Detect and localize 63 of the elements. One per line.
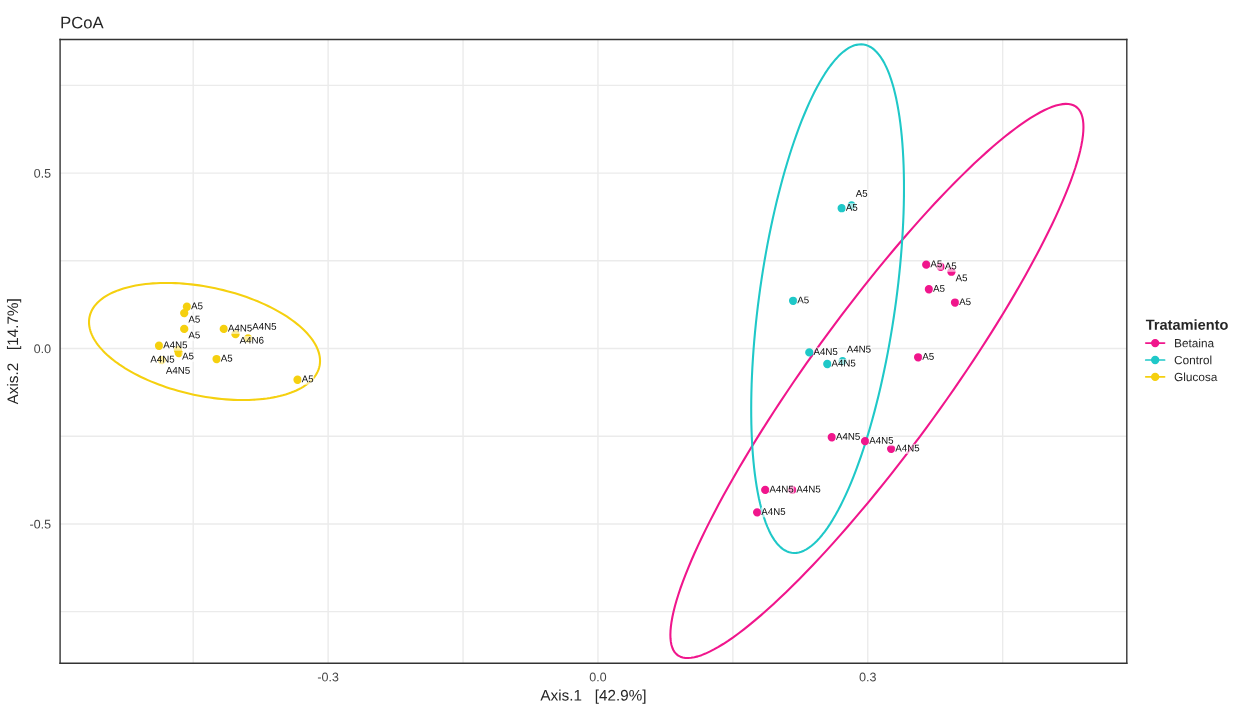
x-tick-label: -0.3 — [317, 672, 339, 682]
data-label: A4N5 — [813, 348, 838, 355]
point — [827, 433, 836, 442]
point — [837, 204, 846, 213]
data-label: A4N5 — [163, 341, 188, 349]
data-label: A5 — [797, 296, 809, 304]
data-label: A5 — [955, 274, 968, 282]
x-axis-title: Axis.1 [42.9%] — [540, 689, 646, 704]
data-label: A4N5 — [252, 323, 277, 330]
data-label: A5 — [301, 375, 314, 383]
data-label: A4N5 — [796, 485, 821, 493]
data-label: A4N6 — [239, 336, 264, 344]
data-label: A4N5 — [761, 508, 786, 515]
x-tick-label: 0.0 — [589, 672, 607, 682]
legend-label: Control — [1174, 355, 1212, 365]
data-label: A5 — [220, 354, 233, 362]
data-label: A5 — [930, 260, 942, 268]
point — [805, 348, 814, 357]
data-label: A4N5 — [846, 345, 871, 353]
y-tick-label: -0.5 — [30, 519, 51, 529]
point — [823, 359, 832, 369]
data-label: A5 — [922, 353, 934, 360]
point — [886, 444, 896, 454]
data-label: A4N5 — [165, 367, 190, 374]
point — [180, 308, 189, 318]
point — [219, 324, 228, 334]
point — [180, 324, 189, 334]
legend-title: Tratamiento — [1145, 319, 1228, 330]
data-label: A5 — [959, 298, 971, 306]
point — [950, 298, 960, 307]
data-label: A5 — [188, 315, 200, 323]
point — [913, 353, 923, 362]
y-axis-title: Axis.2 [14.7%] — [6, 299, 22, 405]
point — [212, 354, 221, 364]
point — [293, 375, 302, 384]
point — [761, 485, 770, 495]
point — [154, 341, 164, 350]
data-label: A4N5 — [227, 324, 252, 332]
point — [924, 285, 934, 294]
data-label: A5 — [855, 190, 868, 197]
data-label: A4N5 — [831, 359, 856, 367]
data-label: A4N5 — [150, 355, 175, 363]
chart-title: PCoA — [61, 16, 104, 29]
data-label: A4N5 — [869, 436, 894, 444]
point — [922, 260, 931, 269]
data-label: A5 — [191, 302, 203, 310]
data-label: A5 — [845, 204, 858, 211]
point — [182, 302, 192, 311]
data-label: A5 — [182, 352, 194, 360]
data-label: A5 — [188, 331, 200, 339]
data-label: A5 — [933, 285, 945, 292]
data-label: A5 — [944, 262, 957, 270]
data-label: A4N5 — [835, 433, 860, 440]
point — [752, 508, 762, 517]
point — [860, 436, 870, 446]
legend-label: Betaina — [1175, 338, 1215, 348]
data-label: A4N5 — [895, 444, 920, 452]
y-tick-label: 0.5 — [34, 168, 51, 178]
x-tick-label: 0.3 — [859, 672, 876, 682]
point — [788, 296, 798, 305]
y-tick-label: 0.0 — [34, 344, 51, 354]
data-label: A4N5 — [769, 485, 794, 493]
legend-label: Glucosa — [1174, 372, 1218, 382]
